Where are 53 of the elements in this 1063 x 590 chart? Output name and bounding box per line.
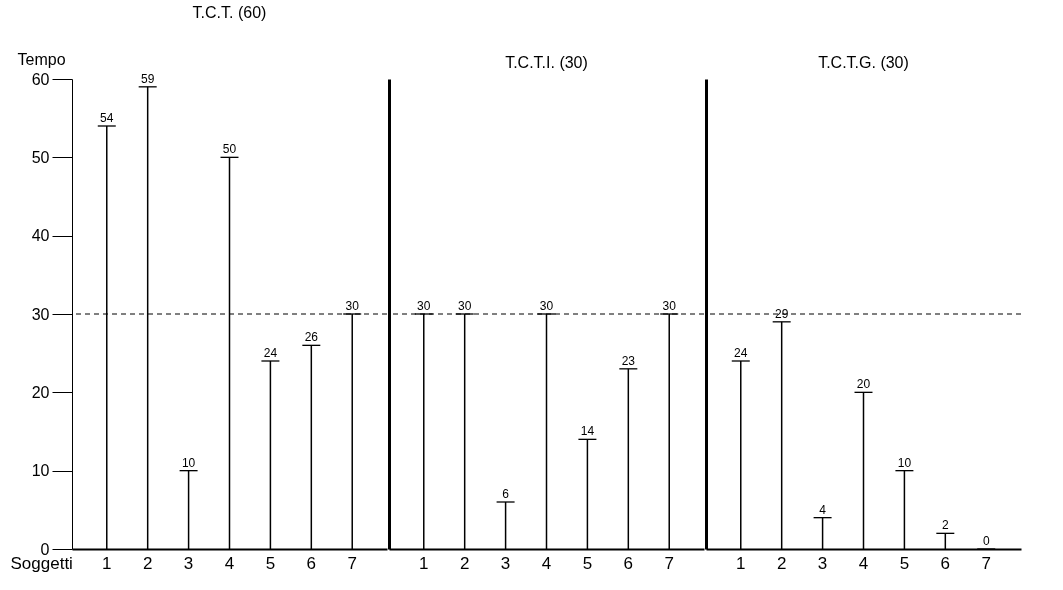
data-label: 4 [819, 502, 827, 517]
x-tick-label: 7 [981, 553, 991, 573]
x-tick-label: 3 [183, 553, 194, 573]
x-tick-label: 5 [582, 553, 593, 573]
x-tick-label: 2 [459, 553, 470, 573]
x-tick-label: 7 [347, 553, 357, 573]
x-tick-label: 5 [899, 553, 910, 573]
x-tick-label: 2 [776, 553, 787, 573]
x-tick-label: 4 [224, 553, 235, 573]
x-tick-label: 2 [142, 553, 153, 573]
data-label: 24 [734, 346, 748, 360]
x-tick-label: 4 [858, 553, 869, 573]
x-tick-label: 1 [736, 553, 746, 573]
x-tick-label: 6 [940, 553, 951, 573]
data-label: 26 [304, 330, 319, 345]
chart-title: T.C.T.I. (30) [505, 54, 588, 71]
data-label: 23 [621, 353, 636, 368]
x-tick-label: 3 [817, 553, 828, 573]
data-label: 59 [141, 71, 155, 86]
chart-title: T.C.T. (60) [192, 4, 267, 21]
data-label: 30 [662, 299, 677, 313]
chart-title: T.C.T.G. (30) [818, 54, 909, 71]
y-tick-label: 10 [31, 462, 50, 480]
data-label: 10 [181, 455, 196, 470]
y-tick-label: 0 [40, 540, 50, 558]
y-tick-label: 20 [31, 383, 50, 401]
data-label: 30 [458, 299, 472, 313]
x-tick-label: 4 [541, 553, 552, 573]
y-tick-label: 50 [31, 148, 50, 166]
x-tick-label: 1 [419, 553, 429, 573]
data-label: 20 [856, 377, 871, 392]
data-label: 54 [100, 111, 114, 125]
y-tick-label: 40 [31, 227, 50, 245]
data-label: 0 [982, 534, 990, 548]
y-axis-title: Tempo [17, 50, 66, 68]
y-tick-label: 60 [31, 70, 50, 88]
x-tick-label: 6 [306, 553, 317, 573]
data-label: 29 [775, 306, 789, 321]
x-tick-label: 1 [102, 553, 112, 573]
x-tick-label: 6 [623, 553, 634, 573]
data-label: 30 [345, 299, 360, 313]
y-tick-label: 30 [31, 305, 50, 323]
x-tick-label: 5 [265, 553, 276, 573]
data-label: 6 [502, 487, 510, 501]
data-label: 24 [263, 346, 278, 360]
data-label: 30 [539, 299, 554, 313]
data-label: 30 [417, 299, 431, 313]
data-label: 10 [897, 455, 912, 470]
data-label: 50 [222, 142, 237, 157]
x-tick-label: 3 [500, 553, 511, 573]
data-label: 14 [580, 424, 595, 439]
x-tick-label: 7 [664, 553, 674, 573]
data-label: 2 [941, 518, 949, 533]
